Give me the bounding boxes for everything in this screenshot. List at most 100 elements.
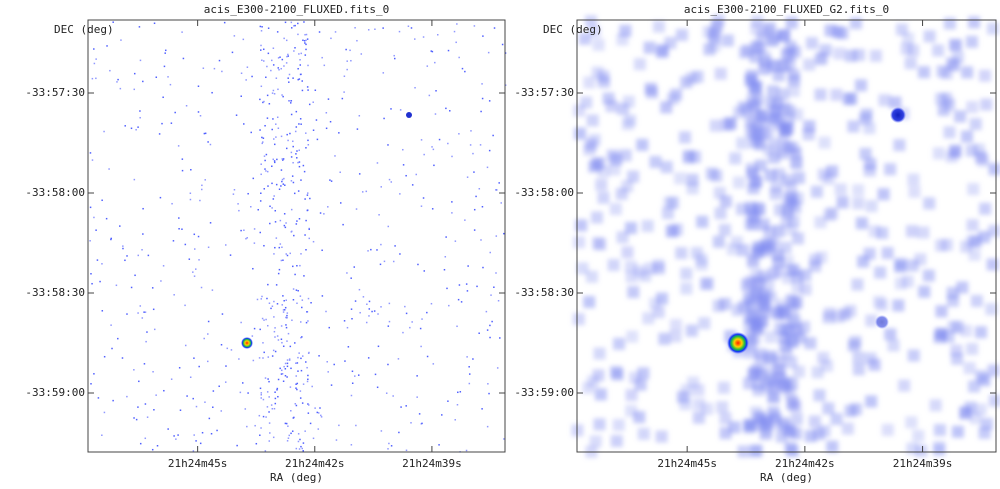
photon: [251, 75, 253, 78]
photon: [405, 405, 407, 407]
blob: [826, 440, 839, 453]
blob: [585, 270, 598, 283]
photon: [286, 314, 288, 317]
photon: [245, 237, 247, 240]
photon: [460, 301, 463, 303]
blob: [988, 163, 1000, 176]
photon: [267, 185, 269, 187]
photon: [281, 180, 283, 183]
blob: [987, 364, 1000, 377]
photon: [264, 168, 266, 170]
photon: [298, 165, 301, 168]
photon: [323, 213, 325, 215]
photon: [250, 205, 252, 208]
photon: [235, 114, 238, 116]
photon: [277, 127, 280, 130]
blob: [652, 306, 665, 319]
photon: [409, 326, 411, 329]
photon: [264, 450, 267, 452]
photon: [273, 138, 275, 140]
photon: [282, 380, 285, 383]
blob: [918, 66, 931, 79]
photon: [276, 158, 278, 161]
photon: [213, 67, 216, 70]
blob: [769, 187, 782, 200]
photon: [295, 110, 298, 113]
blob: [772, 69, 785, 82]
photon: [184, 304, 186, 307]
blob: [946, 294, 959, 307]
photon: [288, 100, 290, 102]
photon: [367, 357, 370, 359]
photon: [195, 405, 198, 408]
photon: [260, 163, 262, 165]
photon: [260, 392, 263, 394]
photon: [481, 408, 483, 410]
photon: [405, 449, 408, 452]
photon: [286, 316, 288, 319]
photon: [265, 153, 268, 156]
photon: [282, 95, 284, 98]
photon: [253, 327, 256, 330]
photon: [308, 103, 311, 106]
photon: [133, 178, 136, 181]
photon: [286, 340, 288, 342]
photon: [232, 193, 235, 195]
photon: [387, 363, 389, 366]
photon: [120, 39, 122, 41]
photon: [147, 254, 150, 257]
photon: [143, 311, 145, 313]
photon: [301, 336, 303, 338]
photon: [296, 388, 298, 391]
photon: [303, 21, 305, 23]
photon: [356, 39, 358, 42]
photon: [264, 377, 267, 379]
photon: [305, 39, 307, 42]
blob: [770, 59, 783, 72]
photon: [487, 51, 490, 54]
photon: [355, 424, 357, 427]
blob: [923, 197, 936, 210]
photon: [286, 312, 289, 314]
photon: [267, 378, 269, 380]
photon: [333, 363, 335, 366]
photon: [299, 264, 301, 267]
photon: [260, 397, 262, 399]
blob: [718, 223, 731, 236]
photon: [290, 180, 293, 182]
photon: [273, 330, 276, 333]
blob: [572, 313, 585, 326]
photon: [269, 205, 271, 208]
photon: [344, 360, 346, 362]
source: [727, 332, 749, 354]
photon: [304, 234, 306, 236]
photon: [422, 197, 425, 199]
blob: [717, 381, 730, 394]
photon: [253, 242, 256, 244]
blob: [675, 28, 688, 41]
blob: [721, 34, 734, 47]
blob: [966, 219, 979, 232]
photon: [290, 410, 292, 412]
photon: [421, 318, 423, 320]
photon: [457, 298, 460, 301]
photon: [456, 23, 458, 25]
photon: [426, 65, 429, 67]
photon: [374, 373, 377, 376]
photon: [156, 445, 159, 447]
photon: [478, 332, 480, 334]
photon: [320, 416, 323, 418]
photon: [350, 394, 353, 397]
panel: acis_E300-2100_FLUXED_G2.fits_0 DEC (deg)…: [514, 3, 1000, 484]
photon: [468, 366, 470, 368]
blob: [633, 265, 646, 278]
blob: [809, 260, 822, 273]
photon: [263, 351, 265, 354]
photon: [101, 310, 104, 312]
photon: [272, 198, 275, 200]
blob: [661, 207, 674, 220]
photon: [472, 358, 474, 360]
blob: [637, 427, 650, 440]
blob: [922, 269, 935, 282]
photon: [292, 181, 295, 184]
